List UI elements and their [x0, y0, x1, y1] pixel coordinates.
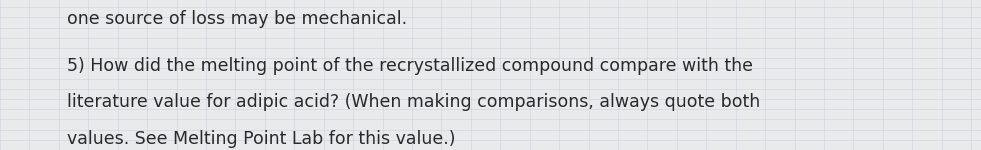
Text: 5) How did the melting point of the recrystallized compound compare with the: 5) How did the melting point of the recr…: [67, 57, 752, 75]
Text: values. See Melting Point Lab for this value.): values. See Melting Point Lab for this v…: [67, 130, 455, 148]
Text: one source of loss may be mechanical.: one source of loss may be mechanical.: [67, 11, 407, 28]
Text: literature value for adipic acid? (When making comparisons, always quote both: literature value for adipic acid? (When …: [67, 93, 760, 111]
